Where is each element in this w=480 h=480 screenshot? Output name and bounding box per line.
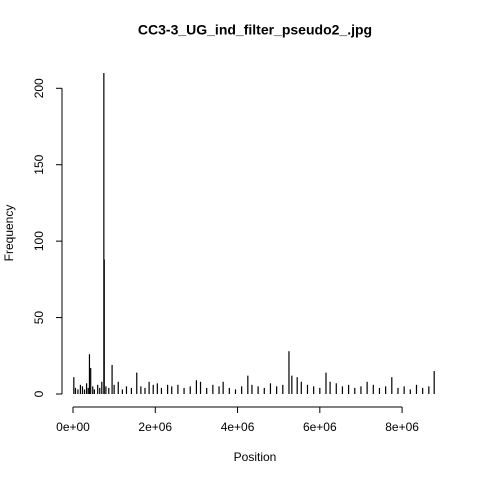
x-tick-label: 6e+06	[303, 420, 337, 434]
chart-title: CC3-3_UG_ind_filter_pseudo2_.jpg	[138, 22, 372, 38]
y-tick-label: 100	[32, 231, 46, 251]
x-tick-label: 2e+06	[138, 420, 172, 434]
x-axis-label: Position	[234, 450, 277, 464]
y-tick-label: 200	[32, 78, 46, 98]
x-tick-label: 0e+00	[56, 420, 90, 434]
y-tick-label: 150	[32, 154, 46, 174]
x-tick-label: 8e+06	[385, 420, 419, 434]
y-tick-label: 0	[32, 390, 46, 397]
y-axis-label: Frequency	[2, 205, 16, 262]
x-tick-label: 4e+06	[221, 420, 255, 434]
y-tick-label: 50	[32, 311, 46, 325]
